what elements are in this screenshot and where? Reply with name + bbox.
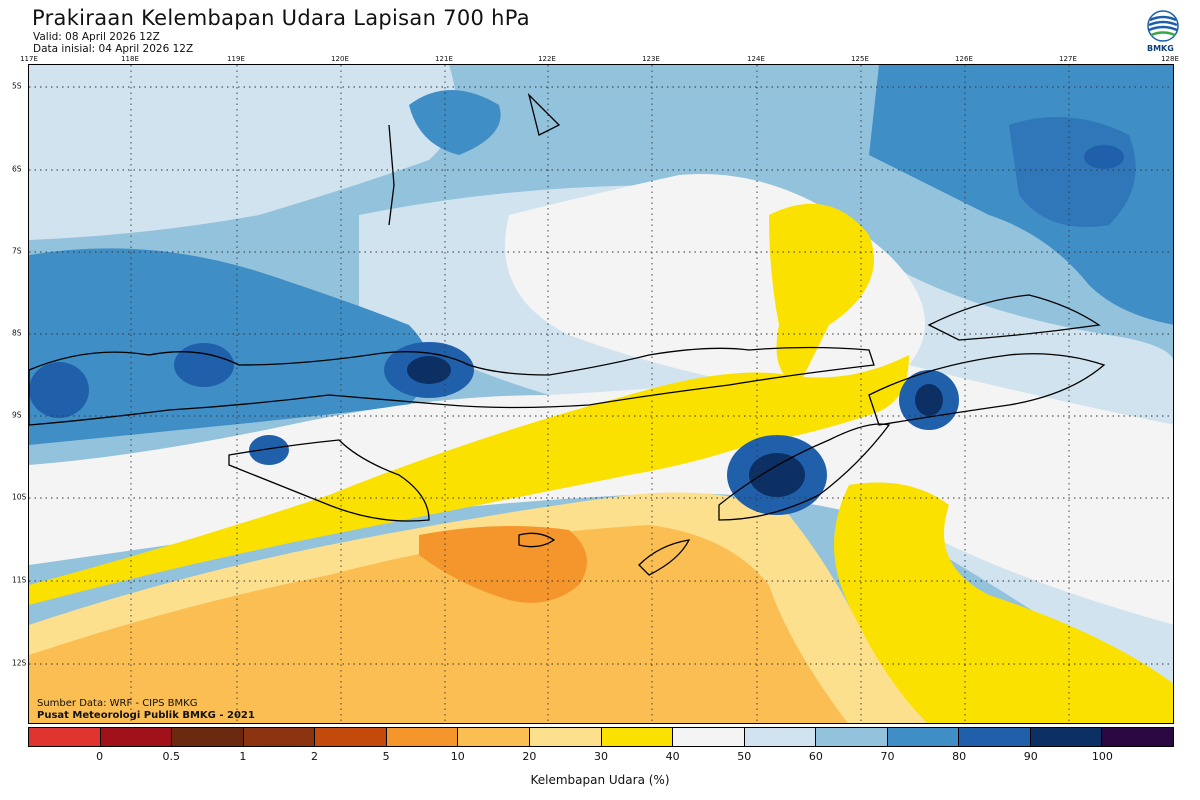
timor-island [718, 423, 891, 521]
colorbar-tick-label: 2 [311, 750, 318, 763]
field-core-lombok [174, 343, 234, 387]
lat-label-9s: 9S [12, 410, 22, 420]
grid-lines [29, 65, 1173, 723]
colorbar-tick-label: 10 [450, 750, 465, 763]
colorbar-tick-label: 30 [594, 750, 608, 763]
field-core-west [29, 362, 89, 418]
field-blue-north [409, 90, 501, 155]
colorbar-swatch [458, 728, 530, 746]
field-deep-orange [419, 526, 587, 603]
field-white-band [29, 365, 1173, 625]
producer-line: Pusat Meteorologi Publik BMKG - 2021 [37, 710, 255, 721]
lon-label-126e: 126E [955, 55, 973, 63]
field-light-blue-nw [29, 65, 456, 240]
colorbar-tick-label: 20 [522, 750, 537, 763]
map-title: Prakiraan Kelembapan Udara Lapisan 700 h… [32, 6, 530, 30]
logo-label: BMKG [1147, 44, 1174, 53]
colorbar-swatch [744, 728, 817, 746]
colorbar [28, 727, 1174, 747]
colorbar-tick-label: 60 [808, 750, 823, 763]
lon-label-119e: 119E [227, 55, 245, 63]
colorbar-tick-label: 80 [952, 750, 967, 763]
field-core-east-inner [915, 384, 943, 416]
colorbar-swatch [1102, 728, 1173, 746]
rote-island [638, 539, 691, 576]
source-line: Sumber Data: WRF - CIPS BMKG [37, 698, 198, 709]
selayar-coast [388, 124, 395, 226]
field-core-timor-inner [749, 453, 805, 497]
field-core-sumba [249, 435, 289, 465]
colorbar-swatch [100, 728, 173, 746]
colorbar-swatch [673, 728, 745, 746]
colorbar-swatch [243, 728, 316, 746]
colorbar-tick-label: 0 [96, 750, 104, 763]
field-core-sumbawa-inner [407, 356, 451, 384]
field-blue-west [29, 248, 429, 445]
wetar-island [927, 294, 1101, 341]
colorbar-swatch [386, 728, 459, 746]
lon-label-123e: 123E [642, 55, 660, 63]
sawu-island [518, 532, 556, 548]
lon-label-124e: 124E [747, 55, 765, 63]
field-yellow-band [29, 355, 909, 605]
colorbar-swatch [172, 728, 244, 746]
colorbar-swatch [816, 728, 888, 746]
colorbar-swatch [315, 728, 387, 746]
lat-label-12s: 12S [12, 658, 27, 668]
colorbar-swatch [29, 728, 101, 746]
colorbar-swatch [887, 728, 960, 746]
field-yellow-tongue [769, 203, 874, 385]
colorbar-tick-label: 100 [1091, 750, 1113, 763]
valid-time: Valid: 08 April 2026 12Z [33, 31, 160, 43]
lon-label-120e: 120E [331, 55, 349, 63]
colorbar-title: Kelembapan Udara (%) [530, 773, 670, 787]
source-credits: Sumber Data: WRF - CIPS BMKG Pusat Meteo… [37, 698, 255, 722]
lon-label-127e: 127E [1059, 55, 1077, 63]
lon-label-125e: 125E [851, 55, 869, 63]
north-islet [527, 92, 561, 136]
field-orange [29, 525, 848, 723]
colorbar-swatch [959, 728, 1031, 746]
sumba-island [228, 439, 430, 522]
initial-data-time: Data inisial: 04 April 2026 12Z [33, 43, 194, 55]
coastlines [29, 92, 1106, 576]
field-core-ne [1084, 145, 1124, 169]
lat-label-8s: 8S [12, 328, 22, 338]
lesser-sunda-islands [29, 346, 875, 426]
field-blue-ne-core [1009, 117, 1136, 227]
colorbar-tick-label: 70 [880, 750, 895, 763]
colorbar-tick-label: 40 [665, 750, 680, 763]
colorbar-tick-label: 50 [737, 750, 752, 763]
lat-label-6s: 6S [12, 164, 22, 174]
eastern-island [868, 353, 1106, 426]
lat-label-10s: 10S [12, 492, 27, 502]
humidity-map[interactable] [28, 64, 1174, 724]
colorbar-swatch [1030, 728, 1103, 746]
lon-label-117e: 117E [20, 55, 38, 63]
humidity-field [29, 65, 1173, 723]
lat-label-11s: 11S [12, 575, 27, 585]
lat-label-7s: 7S [12, 246, 22, 256]
field-yellow-se [834, 482, 1173, 723]
colorbar-tick-label: 1 [239, 750, 247, 763]
lon-label-128e: 128E [1161, 55, 1179, 63]
lon-label-118e: 118E [121, 55, 139, 63]
colorbar-tick-label: 0.5 [162, 750, 181, 763]
lon-label-122e: 122E [538, 55, 556, 63]
colorbar-swatch [601, 728, 674, 746]
colorbar-tick-label: 90 [1023, 750, 1038, 763]
colorbar-tick-label: 5 [382, 750, 390, 763]
bmkg-logo-icon [1147, 10, 1179, 42]
lon-label-121e: 121E [435, 55, 453, 63]
lat-label-5s: 5S [12, 81, 22, 91]
colorbar-swatch [529, 728, 602, 746]
